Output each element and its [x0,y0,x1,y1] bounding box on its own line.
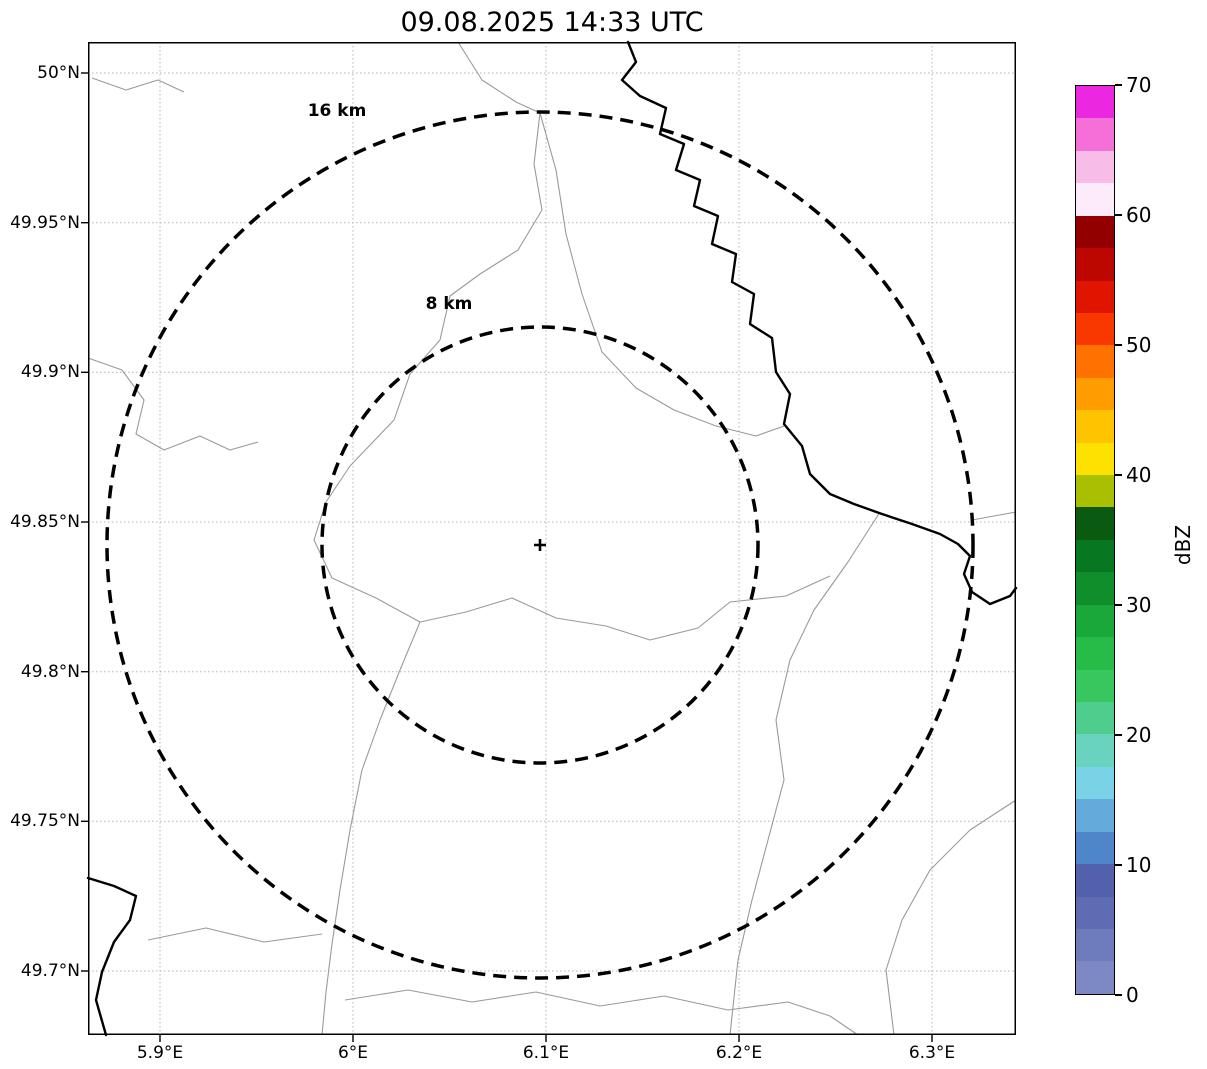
colorbar-segment [1076,312,1114,346]
colorbar-segment [1076,766,1114,800]
colorbar-tick-mark [1115,84,1122,86]
x-tick-label: 6.1°E [522,1043,570,1063]
colorbar-segment [1076,215,1114,249]
y-tick-label: 49.8°N [20,661,80,682]
colorbar-segment [1076,961,1114,994]
colorbar-tick-label: 40 [1126,463,1152,487]
admin-boundaries [87,41,1017,1036]
colorbar-segment [1076,377,1114,411]
y-tick-label: 50°N [37,63,80,83]
colorbar-tick-mark [1115,864,1122,866]
colorbar-segment [1076,734,1114,767]
colorbar-segment [1076,572,1114,605]
map-plot: 16 km 8 km [81,40,1018,1042]
range-ring-8km [320,325,760,765]
plot-frame [88,42,1016,1035]
colorbar-tick-label: 50 [1126,333,1152,357]
colorbar-tick-mark [1115,734,1122,736]
colorbar-segment [1076,831,1114,865]
colorbar [1075,85,1115,995]
map-canvas: 16 km 8 km [81,40,1018,1042]
colorbar-segment [1076,183,1114,216]
colorbar-tick-mark [1115,214,1122,216]
colorbar-tick-label: 30 [1126,593,1152,617]
colorbar-segment [1076,475,1114,508]
radar-center-marker [534,539,546,551]
colorbar-tick-label: 20 [1126,723,1152,747]
range-ring-8km-label: 8 km [426,294,473,314]
colorbar-tick-label: 60 [1126,203,1152,227]
colorbar-segment [1076,86,1114,119]
colorbar-tick-label: 70 [1126,73,1152,97]
colorbar-segment [1076,248,1114,281]
x-tick-label: 6.3°E [908,1043,956,1063]
y-tick-label: 49.7°N [20,961,80,981]
gridlines [88,42,1016,1035]
colorbar-tick-label: 0 [1126,983,1139,1007]
colorbar-segment [1076,118,1114,151]
colorbar-segment [1076,539,1114,573]
colorbar-segment [1076,410,1114,443]
x-tick-label: 6.2°E [715,1043,763,1063]
colorbar-segment [1076,799,1114,832]
range-ring-16km-label: 16 km [308,101,367,121]
y-tick-label: 49.95°N [10,212,80,233]
country-border [86,40,1018,1037]
y-tick-label: 49.9°N [20,362,80,383]
colorbar-segment [1076,896,1114,929]
colorbar-segment [1076,150,1114,184]
colorbar-segment [1076,507,1114,540]
axis-tick-marks [81,72,933,1042]
colorbar-segment [1076,864,1114,897]
colorbar-tick-mark [1115,604,1122,606]
colorbar-segment [1076,669,1114,703]
colorbar-segment [1076,442,1114,476]
y-tick-label: 49.75°N [10,811,80,832]
colorbar-segment [1076,928,1114,962]
colorbar-segment [1076,345,1114,378]
colorbar-segment [1076,604,1114,638]
colorbar-tick-mark [1115,474,1122,476]
colorbar-tick-mark [1115,344,1122,346]
range-ring-16km [105,110,975,980]
colorbar-segment [1076,637,1114,670]
colorbar-tick-label: 10 [1126,853,1152,877]
x-tick-label: 6°E [337,1043,369,1063]
colorbar-tick-mark [1115,994,1122,996]
colorbar-segment [1076,280,1114,313]
y-tick-label: 49.85°N [10,512,80,532]
colorbar-segment [1076,702,1114,735]
figure-title: 09.08.2025 14:33 UTC [400,7,704,38]
x-tick-label: 5.9°E [136,1043,184,1063]
colorbar-label: dBZ [1171,524,1195,566]
